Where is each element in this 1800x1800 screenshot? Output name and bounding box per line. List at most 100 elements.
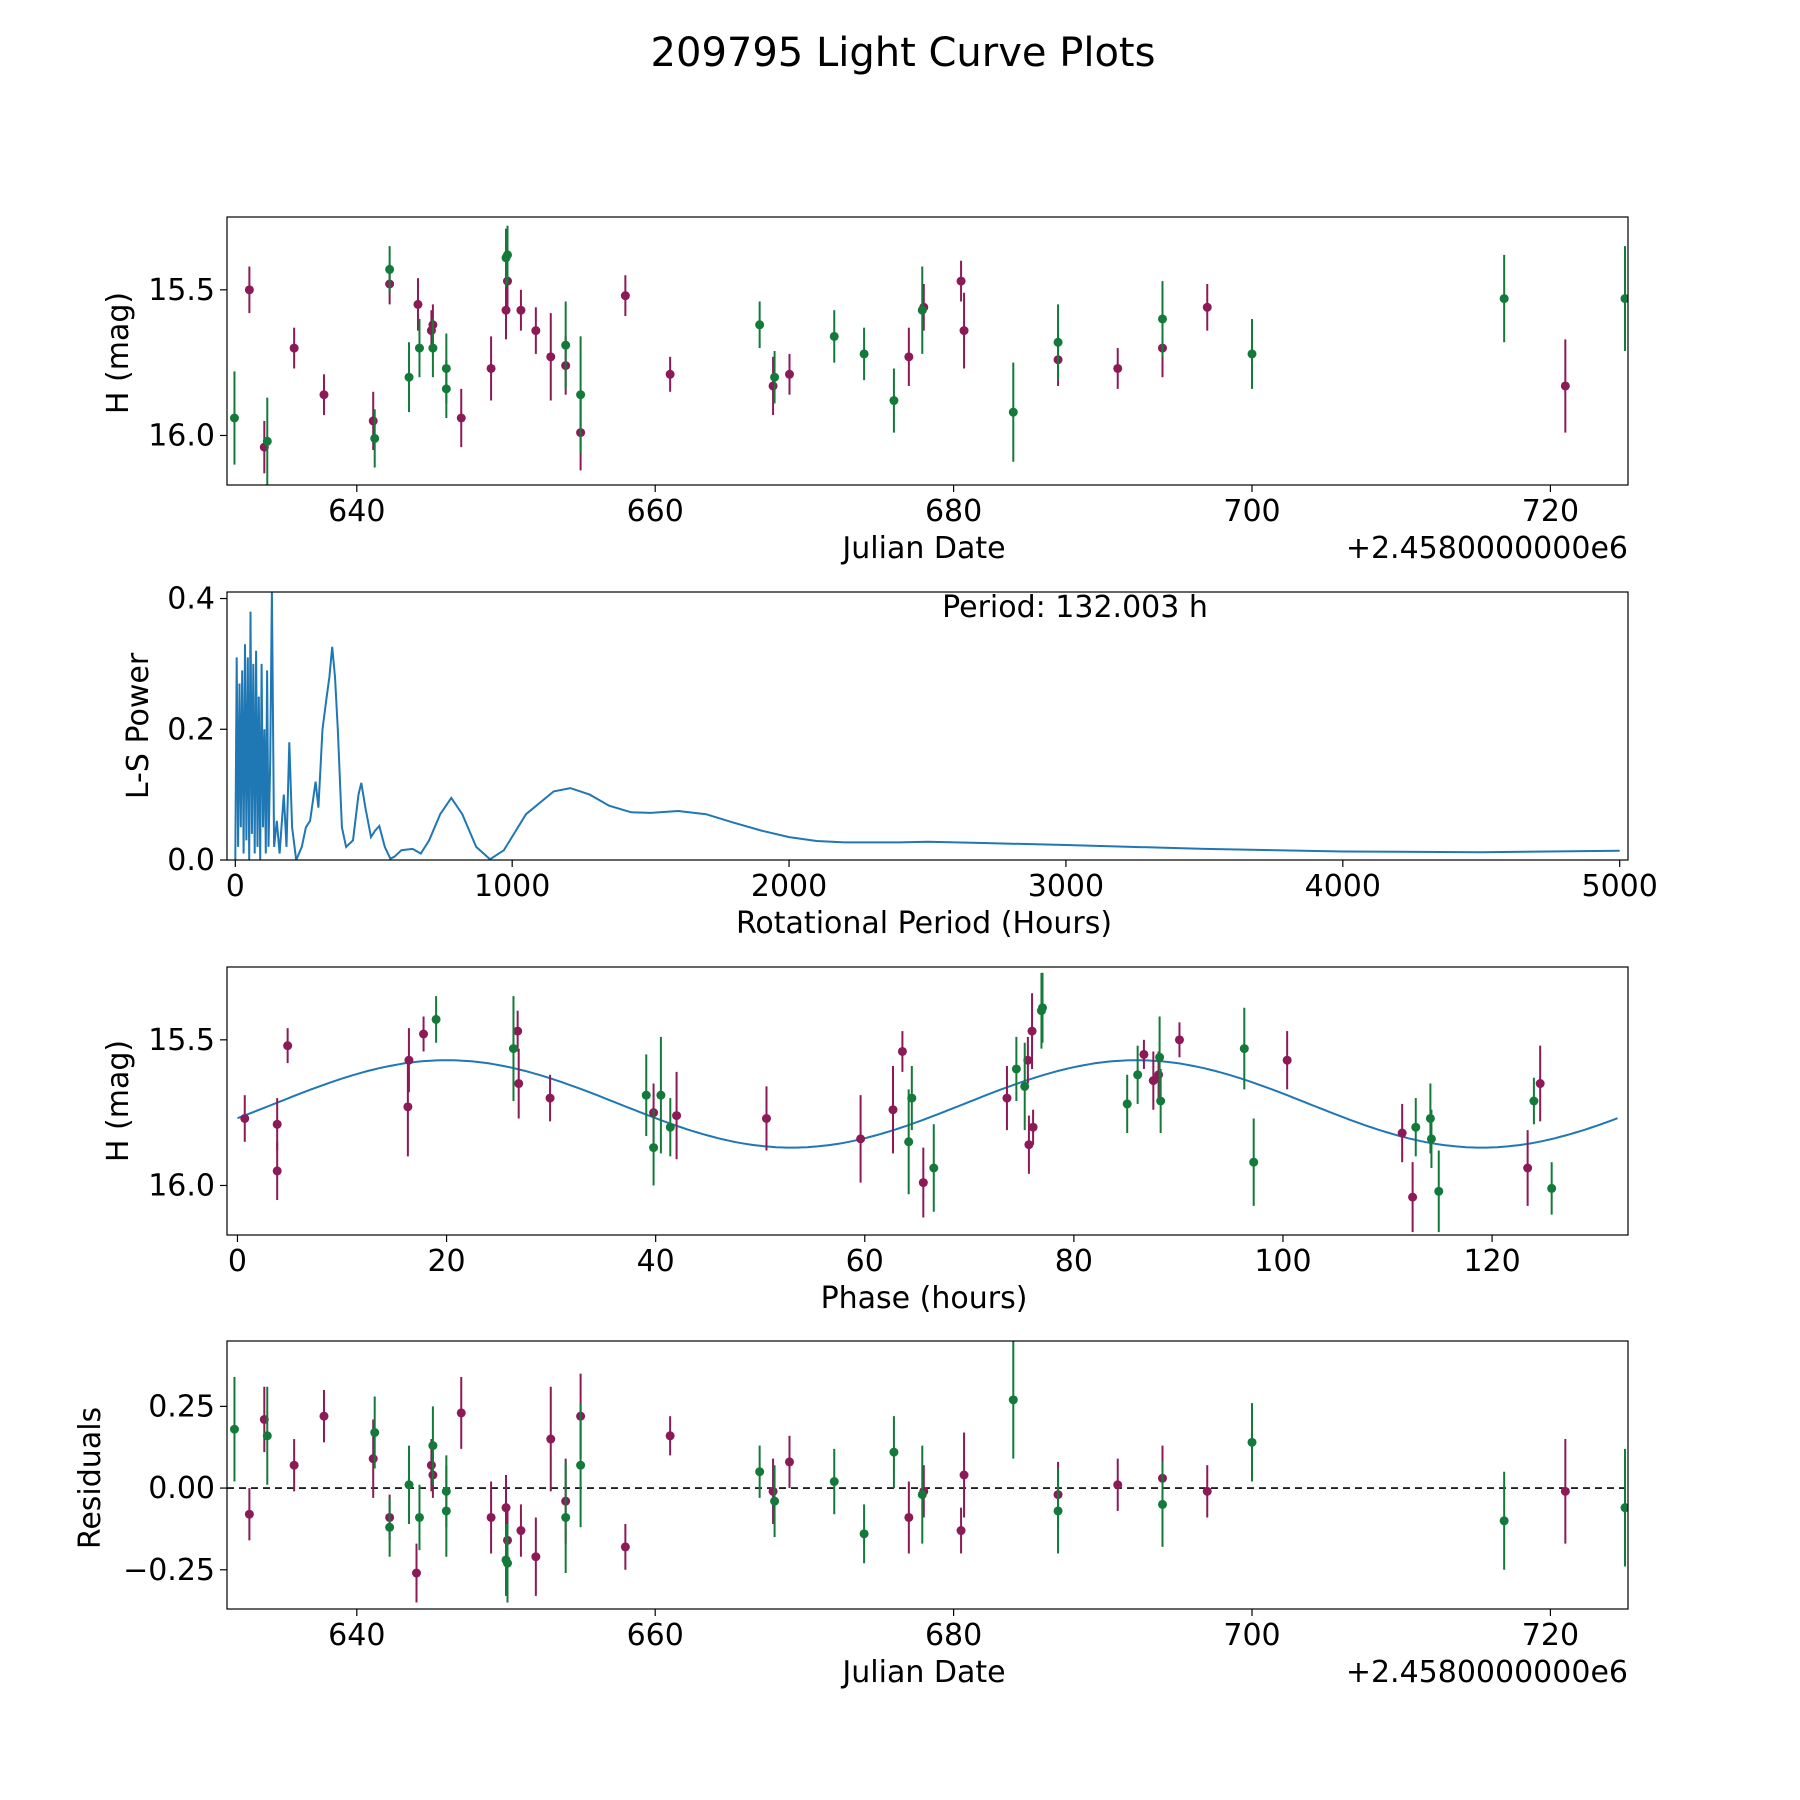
phased-green-point [656,1090,666,1100]
residuals-plot: 640 660 680 700 720 0.25 0.00 −0.25 [123,1340,1629,1653]
phased-green-point [431,1014,441,1024]
phased-green-point [904,1137,914,1147]
residuals-magenta-point [1113,1480,1123,1490]
lightcurve-magenta-point [244,285,254,295]
phased-xtick-label: 120 [1463,1244,1520,1279]
residuals-axes-frame [226,1340,1629,1610]
residuals-magenta-point [665,1431,675,1441]
phased-ylabel: H (mag) [101,1040,136,1162]
phased-xtick-label: 80 [1055,1244,1093,1279]
lightcurve-xtick-label: 660 [627,494,684,529]
residuals-magenta-point [411,1568,421,1578]
residuals-magenta-point [904,1512,914,1522]
periodogram-annotation: Period: 132.003 h [942,590,1208,625]
phased-magenta-point [761,1113,771,1123]
residuals-green-point [1053,1506,1063,1516]
lightcurve-magenta-point [1113,363,1123,373]
phased-green-point [1156,1096,1166,1106]
residuals-xlabel: Julian Date [840,1655,1005,1690]
residuals-magenta-point [1560,1486,1570,1496]
phased-magenta-point [1523,1163,1533,1173]
phased-green-point [1529,1096,1539,1106]
periodogram-plot: 0 1000 2000 3000 4000 5000 0.0 0.2 0.4 [167,582,1658,904]
residuals-green-point [441,1506,451,1516]
phased-magenta-point [888,1105,898,1115]
lightcurve-magenta-point [516,305,526,315]
residuals-green-point [1499,1516,1509,1526]
residuals-panel: Julian Date Residuals +2.4580000000e6 [73,1407,1628,1690]
lightcurve-green-point [370,433,380,443]
phased-xtick-label: 100 [1254,1244,1311,1279]
residuals-magenta-point [289,1460,299,1470]
phased-ytick-label: 16.0 [148,1168,215,1203]
residuals-green-point [502,1558,512,1568]
periodogram-ytick-label: 0.2 [167,712,215,747]
residuals-magenta-point [244,1509,254,1519]
residuals-magenta-point [620,1542,630,1552]
phased-xtick-label: 40 [637,1244,675,1279]
periodogram-axes-frame [226,591,1629,861]
phased-green-point [1239,1044,1249,1054]
lightcurve-xtick-label: 700 [1223,494,1280,529]
lightcurve-panel: Julian Date H (mag) +2.4580000000e6 [101,292,1628,566]
phased-magenta-point [419,1029,429,1039]
residuals-green-point [262,1431,272,1441]
lightcurve-green-point [889,396,899,406]
lightcurve-magenta-point [1202,302,1212,312]
phased-green-point [508,1044,518,1054]
residuals-ylabel: Residuals [73,1407,108,1549]
lightcurve-green-point [1008,407,1018,417]
phased-magenta-point [283,1041,293,1051]
periodogram-panel: Period: 132.003 h Rotational Period (Hou… [121,590,1208,941]
periodogram-xtick-label: 2000 [751,869,827,904]
lightcurve-magenta-point [486,363,496,373]
lightcurve-magenta-point [456,413,466,423]
residuals-green-point [1247,1437,1257,1447]
lightcurve-green-point [917,305,927,315]
lightcurve-xtick-label: 640 [328,494,385,529]
residuals-green-point [561,1512,571,1522]
periodogram-xtick-label: 1000 [474,869,550,904]
phased-green-point [641,1090,651,1100]
phased-xtick-label: 60 [846,1244,884,1279]
lightcurve-xlabel: Julian Date [840,531,1005,566]
lightcurve-ylabel: H (mag) [101,292,136,414]
phased-magenta-point [514,1079,524,1089]
residuals-ytick-label: −0.25 [123,1553,215,1588]
lightcurve-xtick-label: 680 [925,494,982,529]
phased-green-point [1122,1099,1132,1109]
periodogram-xtick-label: 3000 [1028,869,1104,904]
phased-green-point [649,1143,659,1153]
residuals-data-area [227,1341,1628,1603]
phased-magenta-point [1024,1140,1034,1150]
phased-panel: Phase (hours) H (mag) [101,1040,1027,1316]
residuals-magenta-point [546,1434,556,1444]
residuals-xtick-label: 640 [328,1618,385,1653]
lightcurve-magenta-point [368,416,378,426]
phased-green-point [929,1163,939,1173]
phased-magenta-point [1027,1026,1037,1036]
residuals-green-point [576,1460,586,1470]
phased-magenta-point [404,1055,414,1065]
lightcurve-magenta-point [784,369,794,379]
lightcurve-green-point [770,372,780,382]
phased-xtick-label: 0 [228,1244,247,1279]
lightcurve-magenta-point [413,299,423,309]
lightcurve-magenta-point [1560,381,1570,391]
lightcurve-magenta-point [531,326,541,336]
residuals-green-point [404,1480,414,1490]
lightcurve-ytick-label: 15.5 [148,273,215,308]
phased-magenta-point [1139,1049,1149,1059]
residuals-magenta-point [959,1470,969,1480]
residuals-green-point [1008,1395,1018,1405]
lightcurve-magenta-point [546,352,556,362]
phased-green-point [1434,1186,1444,1196]
phased-magenta-point [1174,1035,1184,1045]
phased-magenta-point [513,1026,523,1036]
lightcurve-green-point [414,343,424,353]
residuals-magenta-point [456,1408,466,1418]
phased-magenta-point [545,1093,555,1103]
lightcurve-green-point [1620,294,1628,304]
phased-green-point [1411,1122,1421,1132]
